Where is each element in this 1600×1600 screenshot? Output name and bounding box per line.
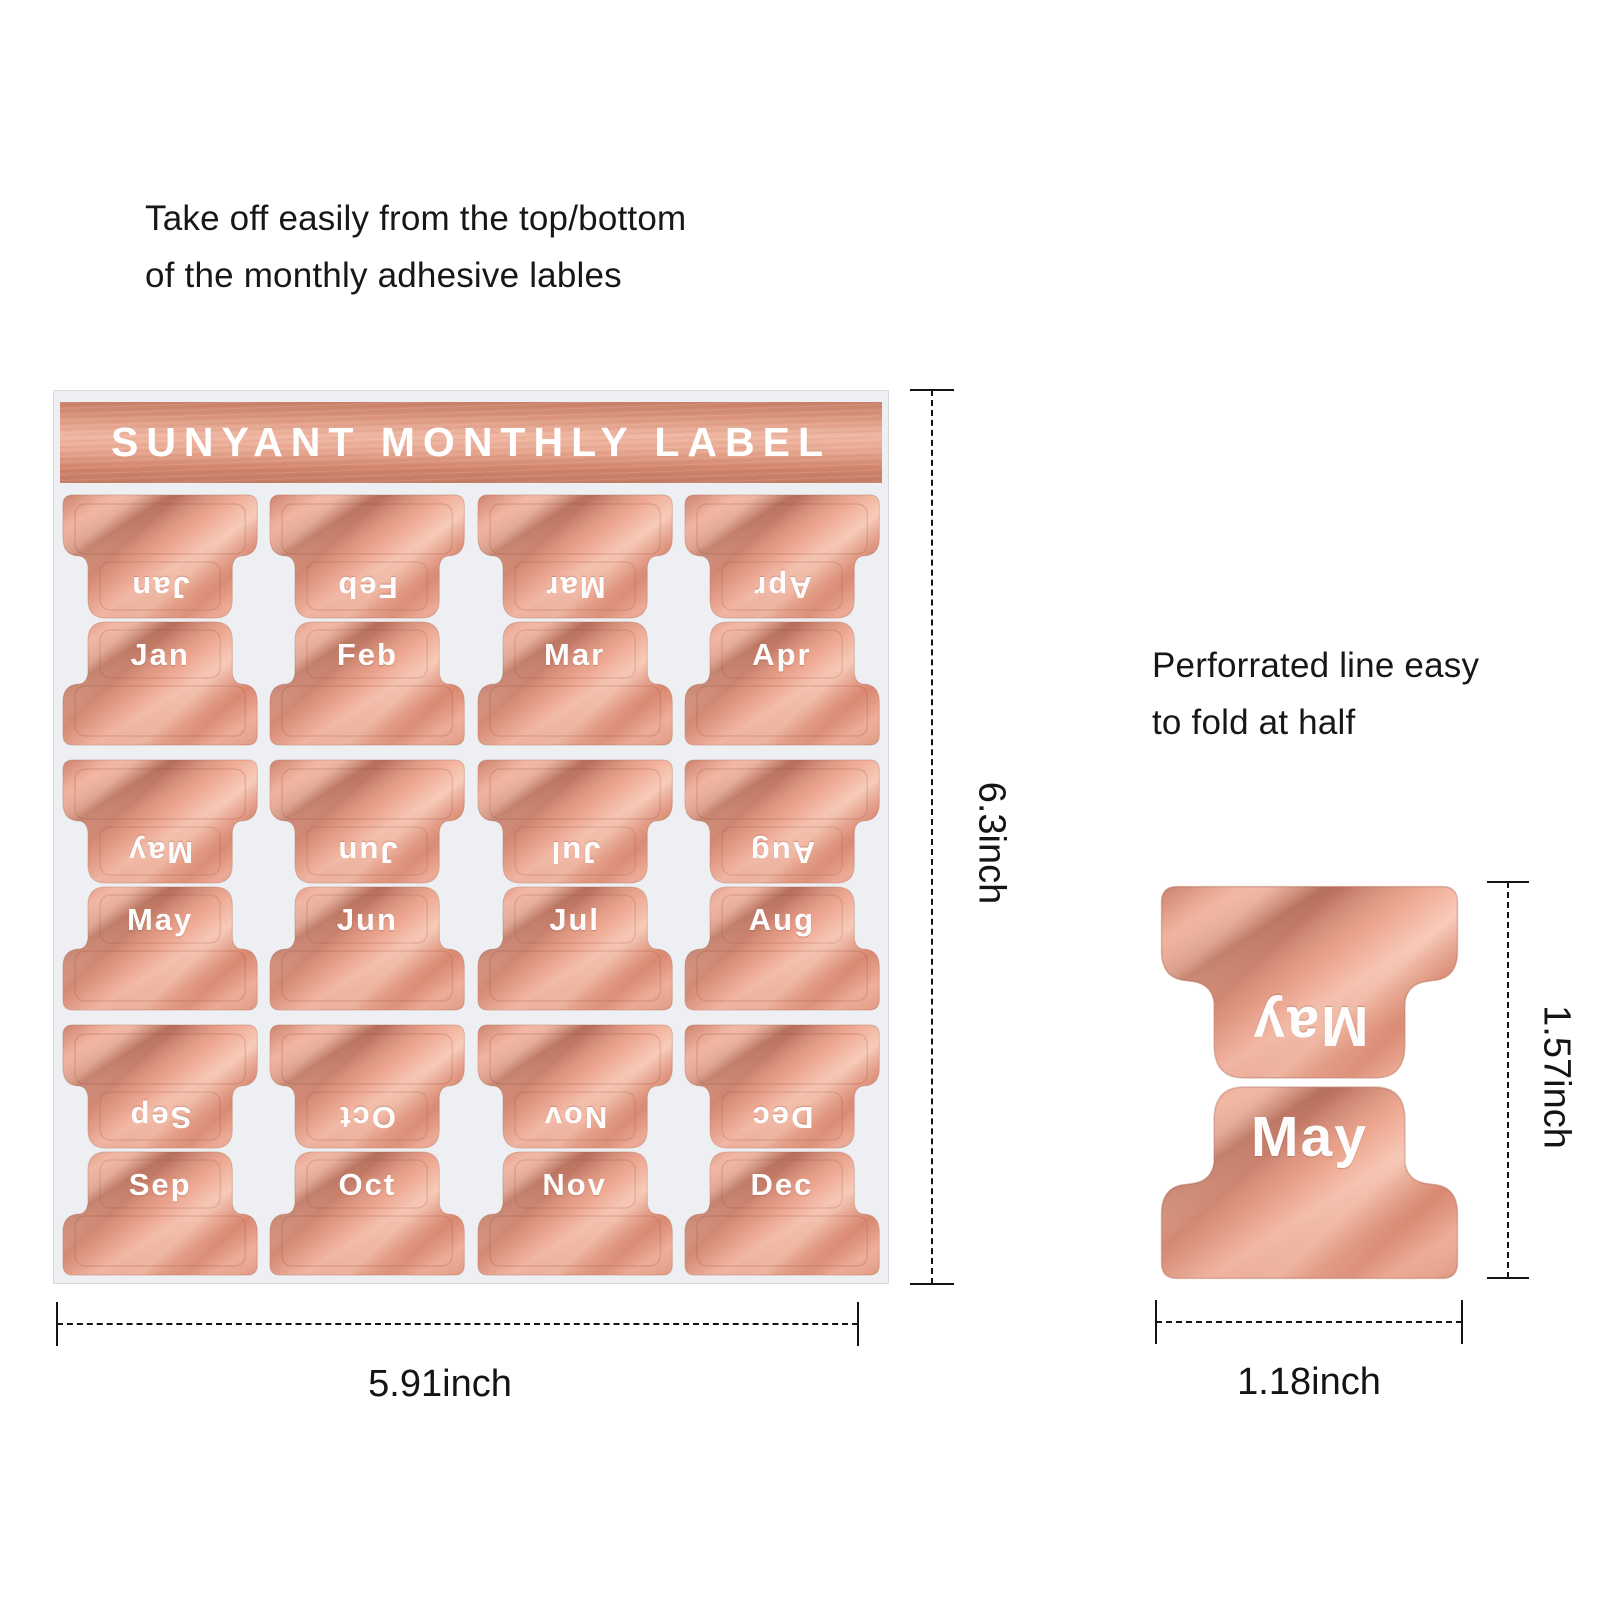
month-text-flipped: Jan [130,569,190,605]
dimension-label-sheet-width: 5.91inch [368,1363,512,1405]
month-label-cell-jul: Jul Jul [475,757,675,1013]
month-text-flipped: Jul [549,834,601,870]
peel-annotation-line2: of the monthly adhesive lables [145,256,622,295]
month-label-grid: Jan Jan Feb Feb Mar Mar Apr Apr May May … [60,492,882,1278]
dimension-cap-tab-height-top [1487,881,1529,883]
dimension-line-sheet-width [57,1323,858,1325]
tab-shape [476,494,673,746]
month-text: Oct [338,1166,397,1202]
dimension-line-sheet-height [931,390,933,1284]
single-label-demo: May May [1157,882,1462,1283]
dimension-cap-sheet-width-right [857,1302,859,1346]
month-label-cell-aug: Aug Aug [682,757,882,1013]
tab-shape [269,494,466,746]
tab-shape [476,759,673,1011]
tab-shape [1160,885,1459,1280]
month-label-cell-jan: Jan Jan [60,492,260,748]
month-text-flipped: Dec [750,1099,814,1135]
month-label-cell-sep: Sep Sep [60,1022,260,1278]
fold-annotation-line2: to fold at half [1152,703,1356,742]
month-text-flipped: Apr [752,569,812,605]
peel-annotation: Take off easily from the top/bottom of t… [145,190,686,304]
month-label-cell-apr: Apr Apr [682,492,882,748]
month-label-cell-feb: Feb Feb [267,492,467,748]
dimension-line-tab-height [1507,882,1509,1278]
month-text: Dec [750,1166,814,1202]
month-text: Jul [549,901,601,937]
month-text: Aug [748,901,816,937]
month-text-flipped: Nov [542,1099,607,1135]
month-text-flipped: Oct [338,1099,397,1135]
sheet-title: SUNYANT MONTHLY LABEL [110,419,832,465]
month-text: Feb [336,636,398,672]
month-label-cell-mar: Mar Mar [475,492,675,748]
month-text-flipped: May [126,834,194,870]
dimension-cap-tab-width-left [1155,1300,1157,1344]
tab-shape [476,1024,673,1276]
month-text-flipped: Jun [336,834,398,870]
month-label-cell-dec: Dec Dec [682,1022,882,1278]
month-text-flipped: Feb [336,569,398,605]
single-label-text-flipped: May [1251,994,1368,1059]
sheet-header-band: SUNYANT MONTHLY LABEL [60,402,882,483]
tab-shape [269,1024,466,1276]
tab-shape [62,494,258,746]
label-sheet: SUNYANT MONTHLY LABEL Jan Jan Feb Feb Ma… [53,390,889,1284]
month-text: May [126,901,194,937]
dimension-cap-sheet-height-top [910,389,954,391]
dimension-label-sheet-height: 6.3inch [970,781,1013,905]
month-text-flipped: Aug [748,834,816,870]
tab-shape [62,1024,258,1276]
dimension-label-tab-width: 1.18inch [1237,1361,1381,1403]
tab-shape [684,494,880,746]
dimension-line-tab-width [1156,1321,1462,1323]
month-text-flipped: Mar [544,569,606,605]
tab-shape [684,1024,880,1276]
month-label-cell-may: May May [60,757,260,1013]
month-label-cell-nov: Nov Nov [475,1022,675,1278]
month-text: Nov [542,1166,607,1202]
peel-annotation-line1: Take off easily from the top/bottom [145,199,687,238]
month-label-cell-oct: Oct Oct [267,1022,467,1278]
fold-annotation: Perforrated line easy to fold at half [1152,637,1479,751]
dimension-cap-sheet-height-bottom [910,1283,954,1285]
dimension-label-tab-height: 1.57inch [1535,1005,1578,1149]
tab-shape [62,759,258,1011]
month-text: Apr [752,636,812,672]
dimension-cap-sheet-width-left [56,1302,58,1346]
tab-shape [269,759,466,1011]
month-text: Mar [544,636,606,672]
month-text: Jun [336,901,398,937]
fold-annotation-line1: Perforrated line easy [1152,646,1480,685]
month-label-cell-jun: Jun Jun [267,757,467,1013]
dimension-cap-tab-height-bottom [1487,1277,1529,1279]
dimension-cap-tab-width-right [1461,1300,1463,1344]
tab-shape [684,759,880,1011]
month-text-flipped: Sep [128,1099,192,1135]
month-text: Sep [128,1166,192,1202]
single-label-text: May [1251,1104,1368,1169]
month-text: Jan [130,636,190,672]
